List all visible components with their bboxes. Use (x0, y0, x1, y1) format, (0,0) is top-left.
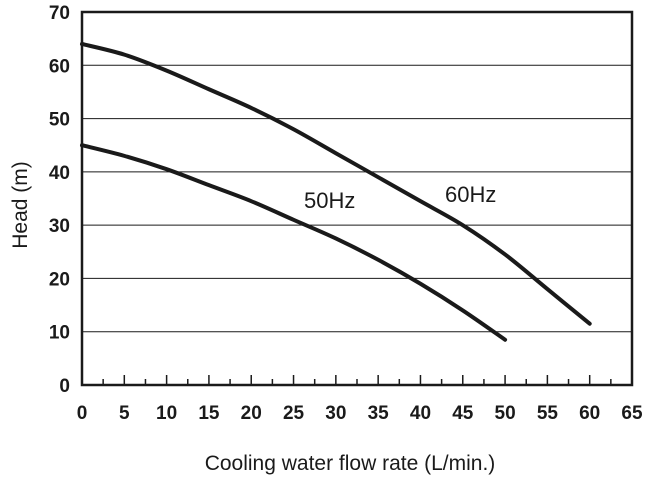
curve-50hz (80, 143, 508, 342)
curve-60hz (80, 41, 592, 326)
axis-ticks (81, 375, 633, 385)
y-tick-label: 0 (59, 376, 70, 397)
series-label-60hz: 60Hz (445, 182, 496, 207)
tick-labels: 0 10 20 30 40 50 60 70 0 5 10 15 20 25 30 35 40 45 50 55 60 6… (49, 3, 643, 424)
x-tick-label: 40 (410, 403, 431, 424)
x-tick-label: 55 (537, 403, 559, 424)
x-tick-label: 20 (241, 403, 262, 424)
x-tick-label: 0 (77, 403, 88, 424)
x-tick-label: 65 (621, 403, 643, 424)
x-axis-title: Cooling water flow rate (L/min.) (205, 452, 496, 475)
y-axis-title: Head (m) (9, 161, 32, 249)
y-tick-label: 60 (49, 56, 70, 77)
y-tick-label: 20 (49, 269, 70, 290)
x-tick-label: 45 (452, 403, 474, 424)
x-tick-label: 25 (283, 403, 305, 424)
x-tick-label: 30 (325, 403, 346, 424)
x-tick-label: 35 (368, 403, 390, 424)
y-tick-label: 30 (49, 216, 70, 237)
y-tick-label: 10 (49, 323, 70, 344)
x-tick-label: 10 (156, 403, 177, 424)
x-tick-label: 50 (495, 403, 516, 424)
x-tick-label: 60 (579, 403, 600, 424)
y-tick-label: 50 (49, 110, 70, 131)
y-tick-label: 40 (49, 163, 70, 184)
x-tick-label: 15 (198, 403, 220, 424)
curves (80, 41, 592, 342)
y-tick-label: 70 (49, 3, 70, 24)
series-label-50hz: 50Hz (304, 188, 355, 213)
x-tick-label: 5 (119, 403, 130, 424)
